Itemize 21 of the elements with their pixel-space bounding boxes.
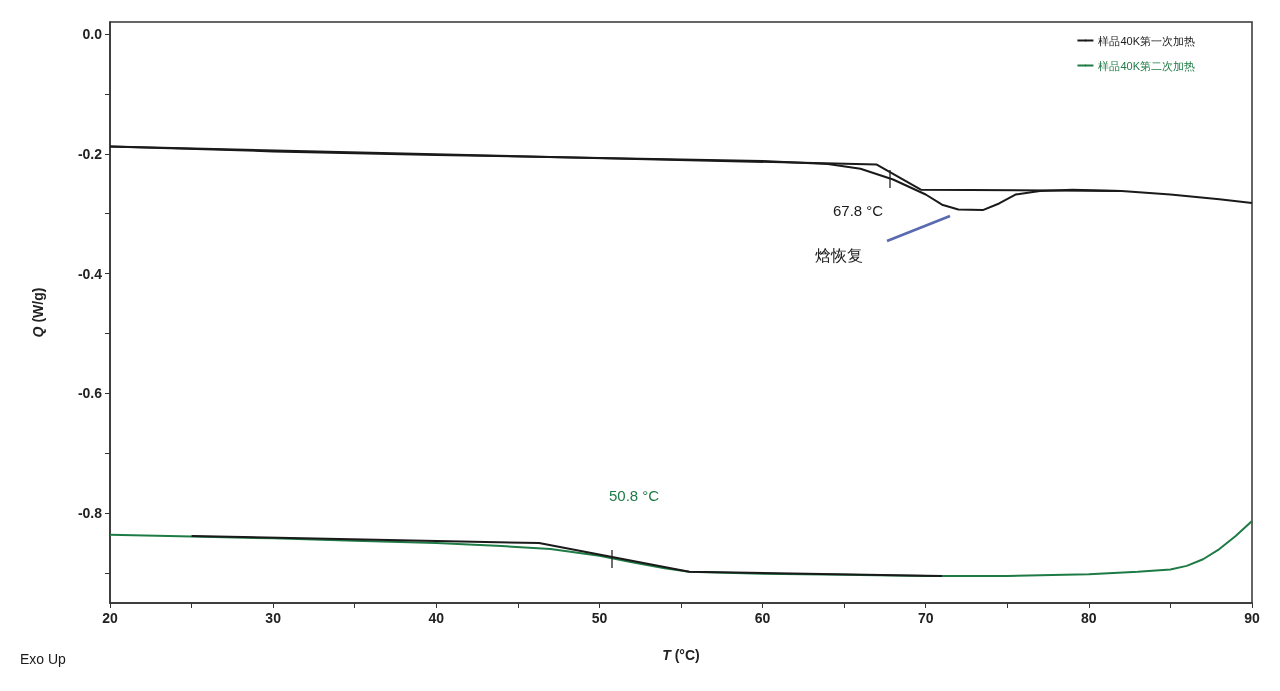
y-tick-label: -0.8: [77, 505, 103, 522]
x-tick-label: 30: [265, 610, 282, 626]
legend-label: 样品40K第一次加热: [1098, 34, 1196, 47]
x-tick-label: 70: [917, 610, 934, 626]
x-tick-label: 60: [754, 610, 771, 626]
annotation: 50.8 °C: [609, 486, 660, 504]
y-tick-label: -0.2: [77, 145, 103, 162]
y-tick-label: 0.0: [82, 25, 103, 42]
x-tick-label: 90: [1244, 610, 1260, 626]
y-axis-title: Q (W/g): [30, 287, 46, 338]
y-tick-label: -0.6: [77, 385, 103, 402]
x-tick-label: 50: [591, 610, 608, 626]
annotation: 67.8 °C: [833, 201, 884, 219]
x-axis-title: T (°C): [662, 647, 700, 663]
x-tick-label: 20: [102, 610, 118, 626]
annotation: 焓恢复: [815, 246, 863, 264]
text: Exo Up: [20, 651, 67, 667]
y-tick-label: -0.4: [77, 265, 103, 282]
legend-label: 样品40K第二次加热: [1098, 59, 1196, 72]
x-tick-label: 40: [428, 610, 445, 626]
x-tick-label: 80: [1081, 610, 1097, 626]
